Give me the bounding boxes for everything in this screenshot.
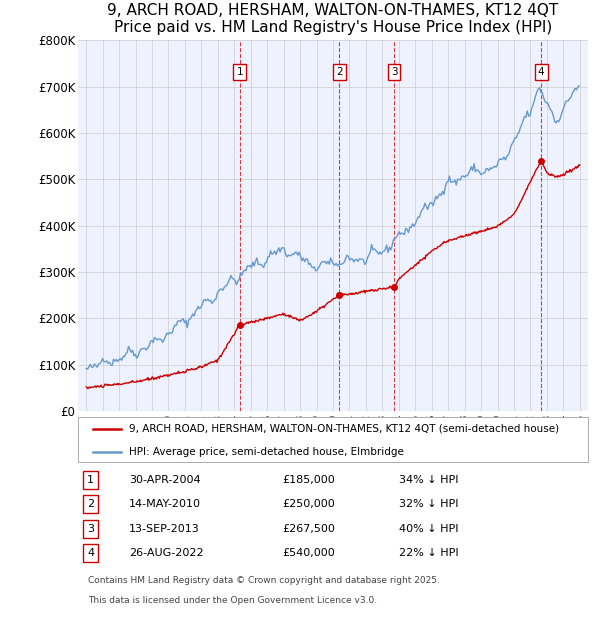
Text: £267,500: £267,500 <box>282 524 335 534</box>
Text: 22% ↓ HPI: 22% ↓ HPI <box>400 548 459 558</box>
Text: Contains HM Land Registry data © Crown copyright and database right 2025.: Contains HM Land Registry data © Crown c… <box>88 576 440 585</box>
Text: £250,000: £250,000 <box>282 499 335 510</box>
Text: This data is licensed under the Open Government Licence v3.0.: This data is licensed under the Open Gov… <box>88 596 377 606</box>
Text: 1: 1 <box>87 475 94 485</box>
Text: £540,000: £540,000 <box>282 548 335 558</box>
Text: 32% ↓ HPI: 32% ↓ HPI <box>400 499 459 510</box>
Text: 1: 1 <box>236 67 243 77</box>
Text: 30-APR-2004: 30-APR-2004 <box>129 475 200 485</box>
Text: 34% ↓ HPI: 34% ↓ HPI <box>400 475 459 485</box>
Text: 9, ARCH ROAD, HERSHAM, WALTON-ON-THAMES, KT12 4QT (semi-detached house): 9, ARCH ROAD, HERSHAM, WALTON-ON-THAMES,… <box>129 424 559 434</box>
Text: 3: 3 <box>87 524 94 534</box>
Text: 14-MAY-2010: 14-MAY-2010 <box>129 499 201 510</box>
Text: 4: 4 <box>87 548 94 558</box>
Text: £185,000: £185,000 <box>282 475 335 485</box>
Text: 2: 2 <box>336 67 343 77</box>
Text: 26-AUG-2022: 26-AUG-2022 <box>129 548 203 558</box>
Text: 40% ↓ HPI: 40% ↓ HPI <box>400 524 459 534</box>
Text: 3: 3 <box>391 67 397 77</box>
Text: 4: 4 <box>538 67 544 77</box>
Title: 9, ARCH ROAD, HERSHAM, WALTON-ON-THAMES, KT12 4QT
Price paid vs. HM Land Registr: 9, ARCH ROAD, HERSHAM, WALTON-ON-THAMES,… <box>107 2 559 35</box>
Text: HPI: Average price, semi-detached house, Elmbridge: HPI: Average price, semi-detached house,… <box>129 447 404 458</box>
Text: 13-SEP-2013: 13-SEP-2013 <box>129 524 200 534</box>
Text: 2: 2 <box>87 499 94 510</box>
